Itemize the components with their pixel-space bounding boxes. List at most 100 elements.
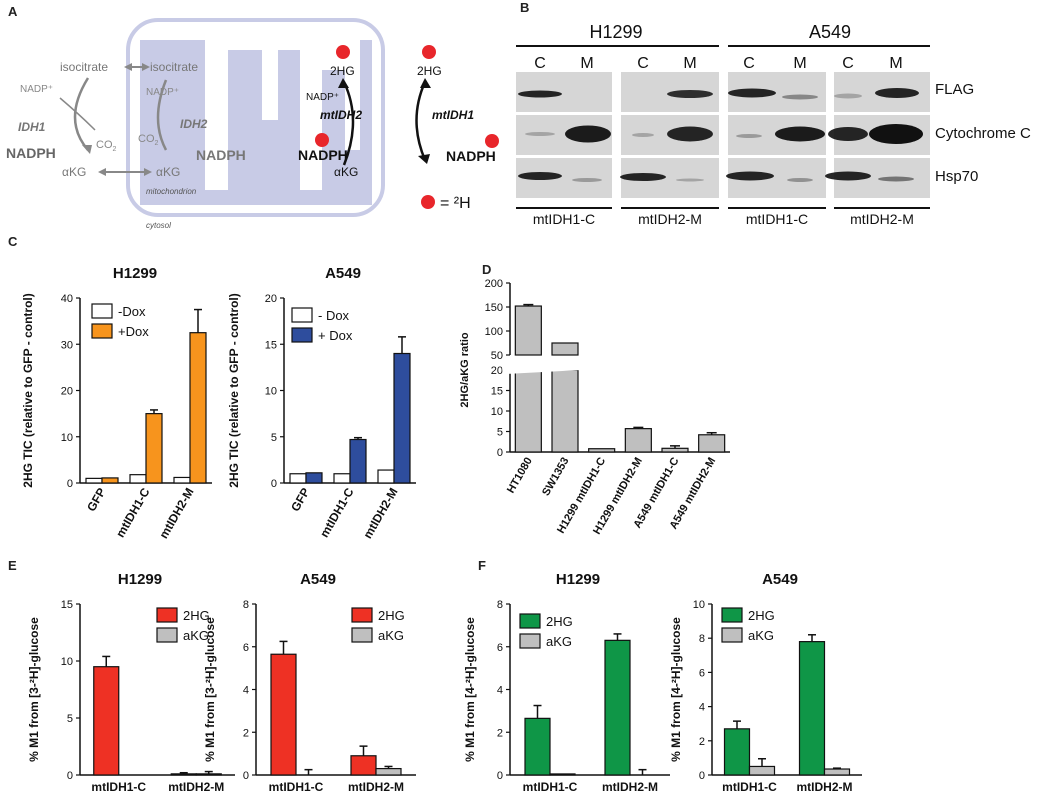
panel-c-letter: C bbox=[8, 234, 18, 249]
bar bbox=[823, 768, 851, 776]
chart-E-h1299: H1299 0 5 10 15 % M1 from [3-²H]-glucose mtIDH… bbox=[27, 571, 235, 794]
deuterium-legend-label: = ²H bbox=[440, 195, 471, 212]
lane-label: C bbox=[842, 55, 854, 72]
chart-title: A549 bbox=[325, 265, 361, 282]
legend-swatch bbox=[721, 607, 743, 623]
lane-label: C bbox=[637, 55, 649, 72]
y-tick-label: 10 bbox=[693, 599, 705, 611]
bar bbox=[393, 352, 411, 484]
idh1-label: IDH1 bbox=[18, 120, 46, 134]
arrowhead bbox=[98, 168, 106, 176]
bar bbox=[350, 755, 377, 776]
y-tick-label: 0 bbox=[67, 770, 73, 782]
legend-swatch bbox=[291, 327, 313, 343]
x-tick-label: mtIDH2-M bbox=[168, 780, 224, 794]
y-tick-label: 8 bbox=[243, 599, 249, 611]
lane-label: C bbox=[743, 55, 755, 72]
antibody-flag: FLAG bbox=[935, 81, 974, 98]
isocitrate-cyto-label: isocitrate bbox=[60, 60, 108, 74]
blot-band bbox=[736, 134, 762, 138]
bar-upper-segment bbox=[514, 305, 542, 356]
blot-band bbox=[676, 178, 704, 182]
bar-upper-segment bbox=[551, 342, 579, 356]
mitochondrion-label: mitochondrion bbox=[146, 187, 197, 196]
y-tick-label: 8 bbox=[699, 633, 705, 645]
isocitrate-mito-label: isocitrate bbox=[150, 60, 198, 74]
bar bbox=[129, 474, 147, 484]
mtidh2-label: mtIDH2 bbox=[320, 108, 362, 122]
blot-band bbox=[875, 88, 919, 98]
legend-swatch bbox=[351, 607, 373, 623]
bar bbox=[624, 428, 652, 453]
x-tick-label: mtIDH2-M bbox=[602, 780, 658, 794]
bar bbox=[195, 773, 222, 776]
legend-swatch bbox=[519, 633, 541, 649]
construct-label: mtIDH2-M bbox=[638, 211, 702, 227]
x-tick-label: HT1080 bbox=[505, 456, 535, 496]
y-tick-label: 4 bbox=[699, 702, 705, 714]
y-axis-label: % M1 from [4-²H]-glucose bbox=[669, 617, 683, 762]
lane-label: M bbox=[683, 55, 696, 72]
akg-label: αKG bbox=[62, 165, 86, 179]
bar bbox=[173, 476, 191, 484]
y-axis-label: % M1 from [4-²H]-glucose bbox=[463, 617, 477, 762]
idh2-label: IDH2 bbox=[180, 117, 208, 131]
chart-title: A549 bbox=[762, 571, 798, 588]
legend-label: 2HG bbox=[183, 608, 210, 623]
bar bbox=[549, 773, 576, 776]
mtidh1-reaction-arrow bbox=[415, 81, 427, 161]
arrowhead bbox=[338, 78, 349, 88]
y-tick-label: 30 bbox=[61, 339, 73, 351]
bar bbox=[289, 473, 307, 484]
blot-band bbox=[782, 94, 818, 100]
legend-label: - Dox bbox=[318, 308, 350, 323]
deuterium-dot bbox=[485, 134, 499, 148]
mtidh2-reaction-arrow bbox=[342, 81, 355, 166]
legend-label: +Dox bbox=[118, 324, 149, 339]
blot-band bbox=[518, 90, 562, 98]
arrowhead bbox=[82, 145, 92, 154]
deuterium-dot bbox=[422, 45, 436, 59]
blot-band bbox=[667, 126, 713, 142]
y-tick-label: 100 bbox=[485, 326, 503, 338]
bar-lower-segment bbox=[514, 369, 542, 453]
y-tick-label: 40 bbox=[61, 293, 73, 305]
bar bbox=[85, 477, 103, 484]
legend-label: -Dox bbox=[118, 304, 146, 319]
bar bbox=[698, 434, 726, 453]
legend-swatch bbox=[291, 307, 313, 323]
panel-f-letter: F bbox=[478, 558, 486, 573]
x-tick-label: mtIDH1-C bbox=[269, 780, 324, 794]
y-axis-label: 2HG TIC (relative to GFP - control) bbox=[21, 293, 35, 487]
co2-label: CO2 bbox=[96, 139, 117, 153]
blot-band bbox=[828, 127, 868, 141]
y-tick-label: 5 bbox=[67, 713, 73, 725]
y-axis-label: % M1 from [3-²H]-glucose bbox=[203, 617, 217, 762]
blot-band bbox=[565, 125, 611, 143]
blot-band bbox=[878, 176, 914, 182]
legend-label: 2HG bbox=[546, 614, 573, 629]
legend-label: 2HG bbox=[378, 608, 405, 623]
y-tick-label: 6 bbox=[243, 642, 249, 654]
construct-label: mtIDH1-C bbox=[533, 211, 595, 227]
bar bbox=[145, 413, 163, 484]
y-axis-label: 2HG TIC (relative to GFP - control) bbox=[227, 293, 241, 487]
y-tick-label: 10 bbox=[491, 406, 503, 418]
x-tick-label: mtIDH2-M bbox=[797, 780, 853, 794]
y-tick-label: 2 bbox=[243, 727, 249, 739]
legend-label: aKG bbox=[546, 634, 572, 649]
y-tick-label: 5 bbox=[271, 432, 277, 444]
blot-band bbox=[825, 171, 871, 181]
akg-label: αKG bbox=[334, 165, 358, 179]
bar bbox=[604, 639, 631, 776]
lane-label: M bbox=[889, 55, 902, 72]
construct-label: mtIDH1-C bbox=[746, 211, 808, 227]
lane-label: C bbox=[534, 55, 546, 72]
bar bbox=[349, 438, 367, 484]
blot-band bbox=[726, 171, 774, 181]
x-tick-label: mtIDH1-C bbox=[317, 485, 357, 540]
blot-band bbox=[518, 172, 562, 180]
chart-title: H1299 bbox=[113, 265, 157, 282]
